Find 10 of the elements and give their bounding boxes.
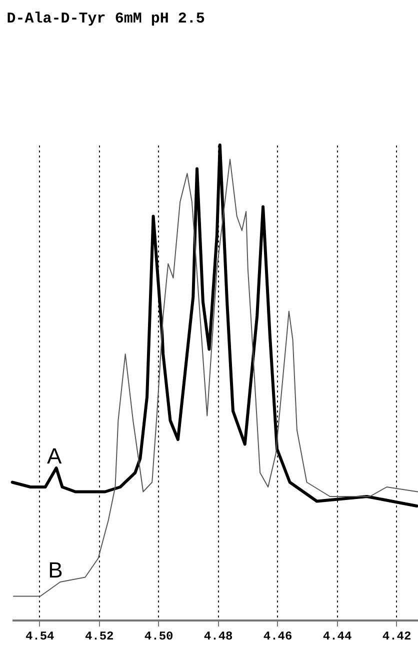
series-label: A [46, 443, 62, 468]
x-tick-label: 4.54 [25, 630, 54, 644]
x-tick-label: 4.48 [204, 630, 233, 644]
x-tick-label: 4.44 [322, 630, 352, 644]
x-tick-label: 4.46 [263, 630, 292, 644]
chart-title: D-Ala-D-Tyr 6mM pH 2.5 [6, 10, 205, 28]
x-tick-label: 4.50 [144, 630, 174, 644]
x-tick-label: 4.42 [382, 630, 412, 644]
series-label: B [48, 557, 63, 582]
x-tick-label: 4.52 [84, 630, 114, 644]
